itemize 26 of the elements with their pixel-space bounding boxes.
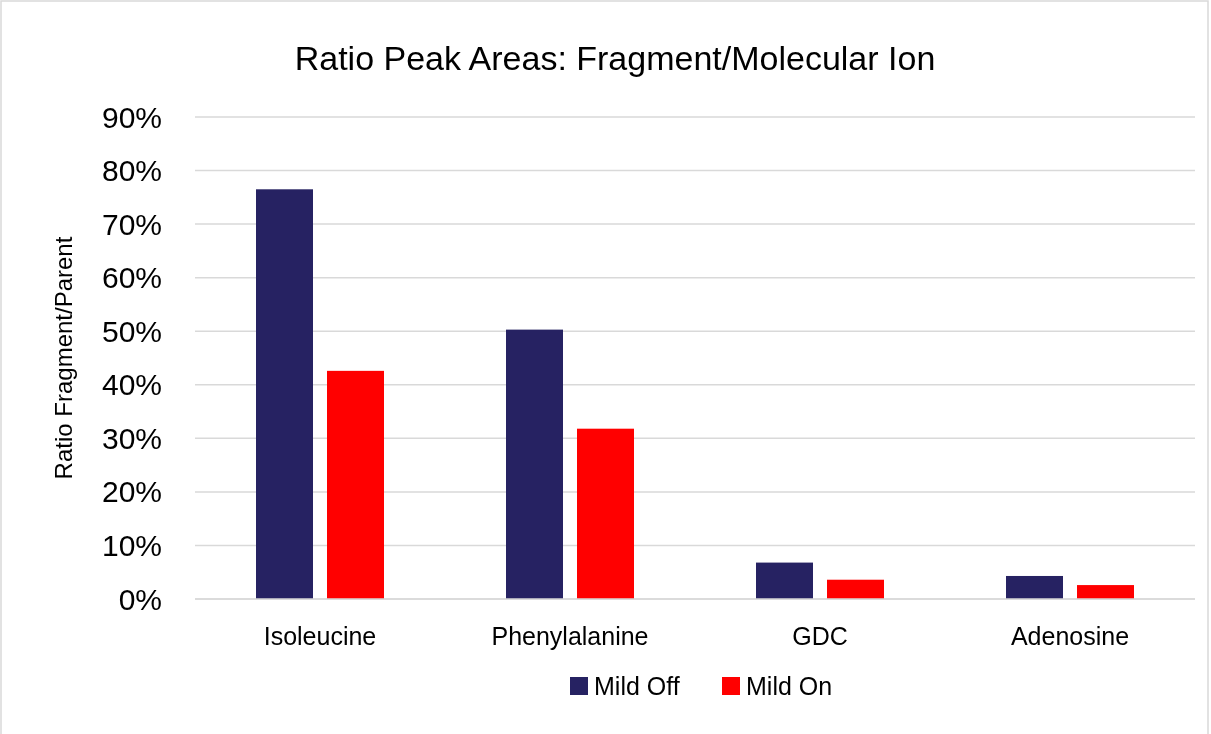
y-tick-label: 10% <box>101 528 162 562</box>
x-tick-label: Adenosine <box>1010 622 1130 650</box>
y-tick-label: 50% <box>101 314 162 348</box>
bar <box>577 428 634 599</box>
bar <box>256 189 313 599</box>
y-axis-title: Ratio Fragment/Parent <box>50 236 77 480</box>
legend-label: Mild Off <box>594 672 680 700</box>
y-tick-label: 30% <box>101 421 162 455</box>
y-tick-label: 90% <box>101 100 162 134</box>
x-tick-label: Isoleucine <box>263 622 377 650</box>
bar <box>1006 575 1063 599</box>
x-tick-label: Phenylalanine <box>491 622 649 650</box>
y-tick-label: 40% <box>101 368 162 402</box>
bar <box>327 370 384 599</box>
y-tick-label: 70% <box>101 207 162 241</box>
bar <box>756 562 813 599</box>
y-tick-label: 80% <box>101 154 162 188</box>
y-tick-label: 60% <box>101 261 162 295</box>
bar <box>1077 585 1134 599</box>
legend-label: Mild On <box>746 672 833 700</box>
y-tick-label: 20% <box>101 475 162 509</box>
bar <box>506 329 563 599</box>
bar <box>827 579 884 599</box>
chart-title: Ratio Peak Areas: Fragment/Molecular Ion <box>294 39 936 77</box>
y-tick-label: 0% <box>118 582 162 616</box>
x-tick-label: GDC <box>792 622 848 650</box>
